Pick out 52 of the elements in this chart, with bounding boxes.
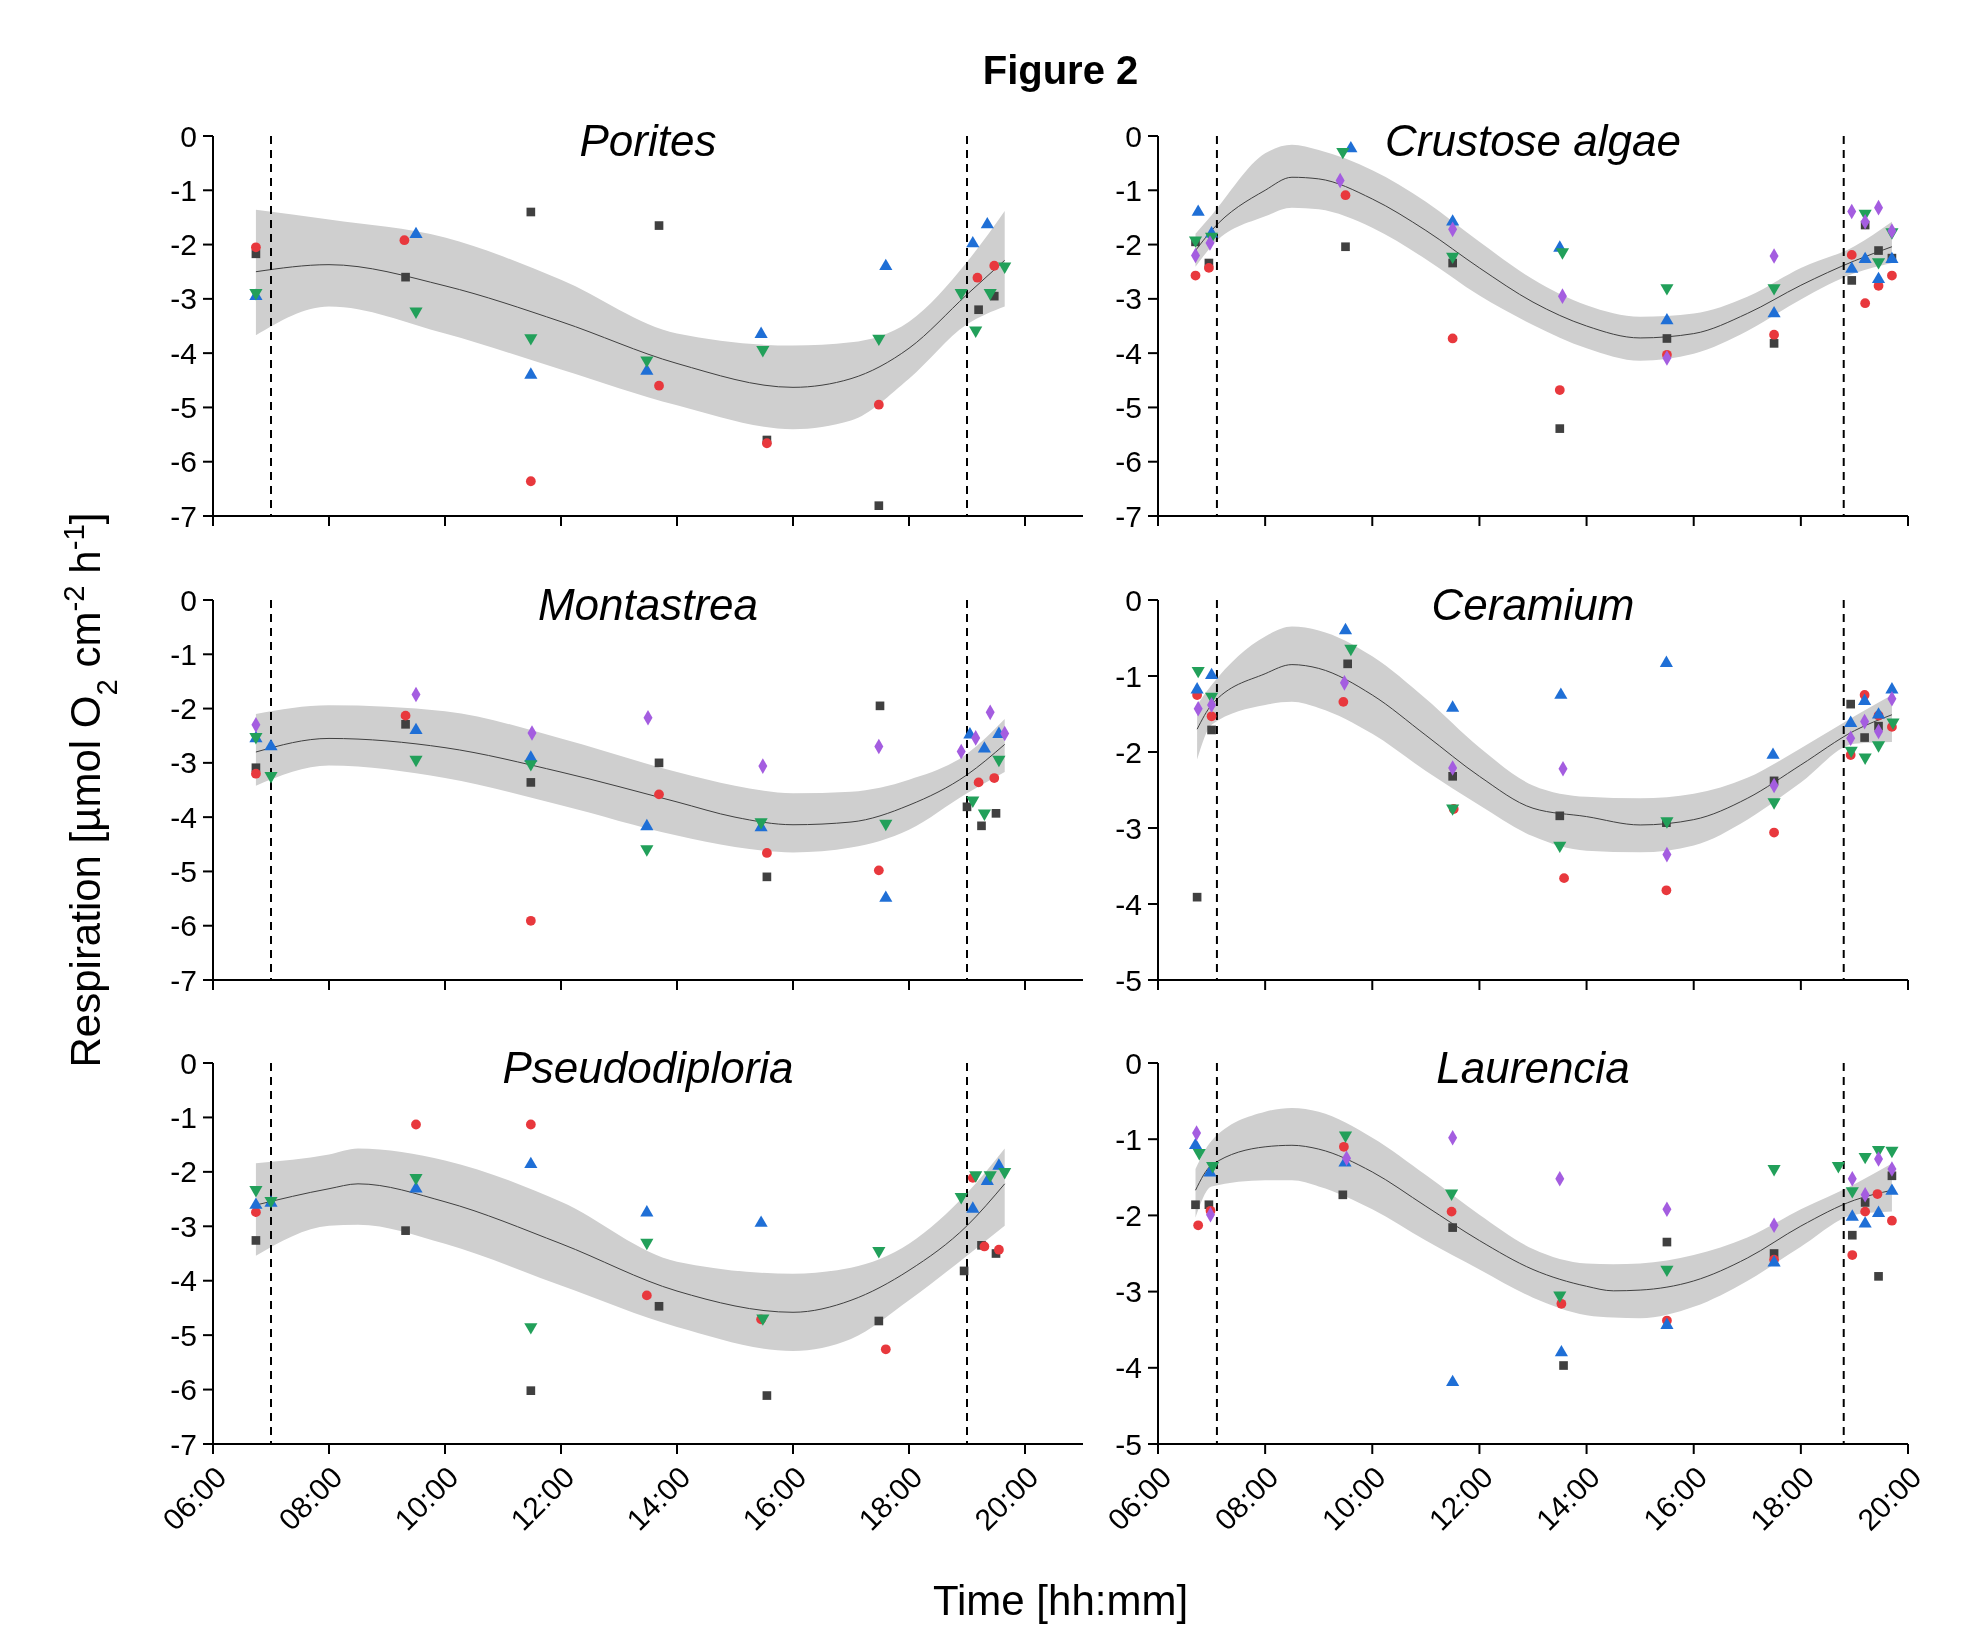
y-tick-label: -6 [170,909,197,943]
y-tick-label: -2 [1115,228,1142,262]
y-tick-label: -4 [170,336,197,370]
y-tick-label: -5 [1115,1427,1142,1461]
y-tick-label: 0 [1125,119,1142,153]
y-tick-label: 0 [180,1046,197,1080]
y-tick-label: -2 [1115,735,1142,769]
y-tick-label: -3 [170,1209,197,1243]
y-tick-label: -3 [170,282,197,316]
chart-title: Montastrea [537,579,759,629]
y-tick-label: -4 [1115,887,1142,921]
y-tick-label: -2 [170,692,197,726]
caption: Figure 2 [982,48,1139,92]
y-tick-label: -5 [1115,963,1142,997]
chart-title: Pseudodiploria [502,1042,794,1092]
y-tick-label: -5 [170,854,197,888]
y-tick-label: -1 [1115,659,1142,693]
y-tick-label: -5 [1115,390,1142,424]
y-tick-label: -2 [1115,1198,1142,1232]
y-tick-label: -3 [1115,811,1142,845]
x-axis-title: Time [hh:mm] [932,1577,1189,1624]
y-tick-label: 0 [1125,1046,1142,1080]
y-tick-label: -1 [170,173,197,207]
y-tick-label: -1 [170,1100,197,1134]
y-tick-label: 0 [180,119,197,153]
y-tick-label: -3 [170,746,197,780]
y-tick-label: -2 [170,1155,197,1189]
y-tick-label: -4 [170,800,197,834]
chart-title: Ceramium [1431,579,1635,629]
y-tick-label: -5 [170,390,197,424]
y-tick-label: -5 [170,1318,197,1352]
y-tick-label: -2 [170,228,197,262]
y-tick-label: -7 [170,499,197,533]
y-tick-label: -7 [170,963,197,997]
y-tick-label: -6 [1115,445,1142,479]
y-tick-label: -7 [170,1427,197,1461]
y-tick-label: -1 [170,637,197,671]
y-tick-label: -4 [1115,336,1142,370]
y-tick-label: -4 [1115,1351,1142,1385]
chart-title: Laurencia [1436,1042,1630,1092]
y-tick-label: -6 [170,445,197,479]
y-tick-label: 0 [1125,583,1142,617]
y-tick-label: -4 [170,1264,197,1298]
y-tick-label: 0 [180,583,197,617]
y-tick-label: -7 [1115,499,1142,533]
y-tick-label: -3 [1115,282,1142,316]
y-tick-label: -3 [1115,1275,1142,1309]
y-tick-label: -6 [170,1373,197,1407]
y-tick-label: -1 [1115,173,1142,207]
chart-title: Crustose algae [1385,115,1681,165]
chart-title: Porites [579,115,717,165]
y-tick-label: -1 [1115,1122,1142,1156]
